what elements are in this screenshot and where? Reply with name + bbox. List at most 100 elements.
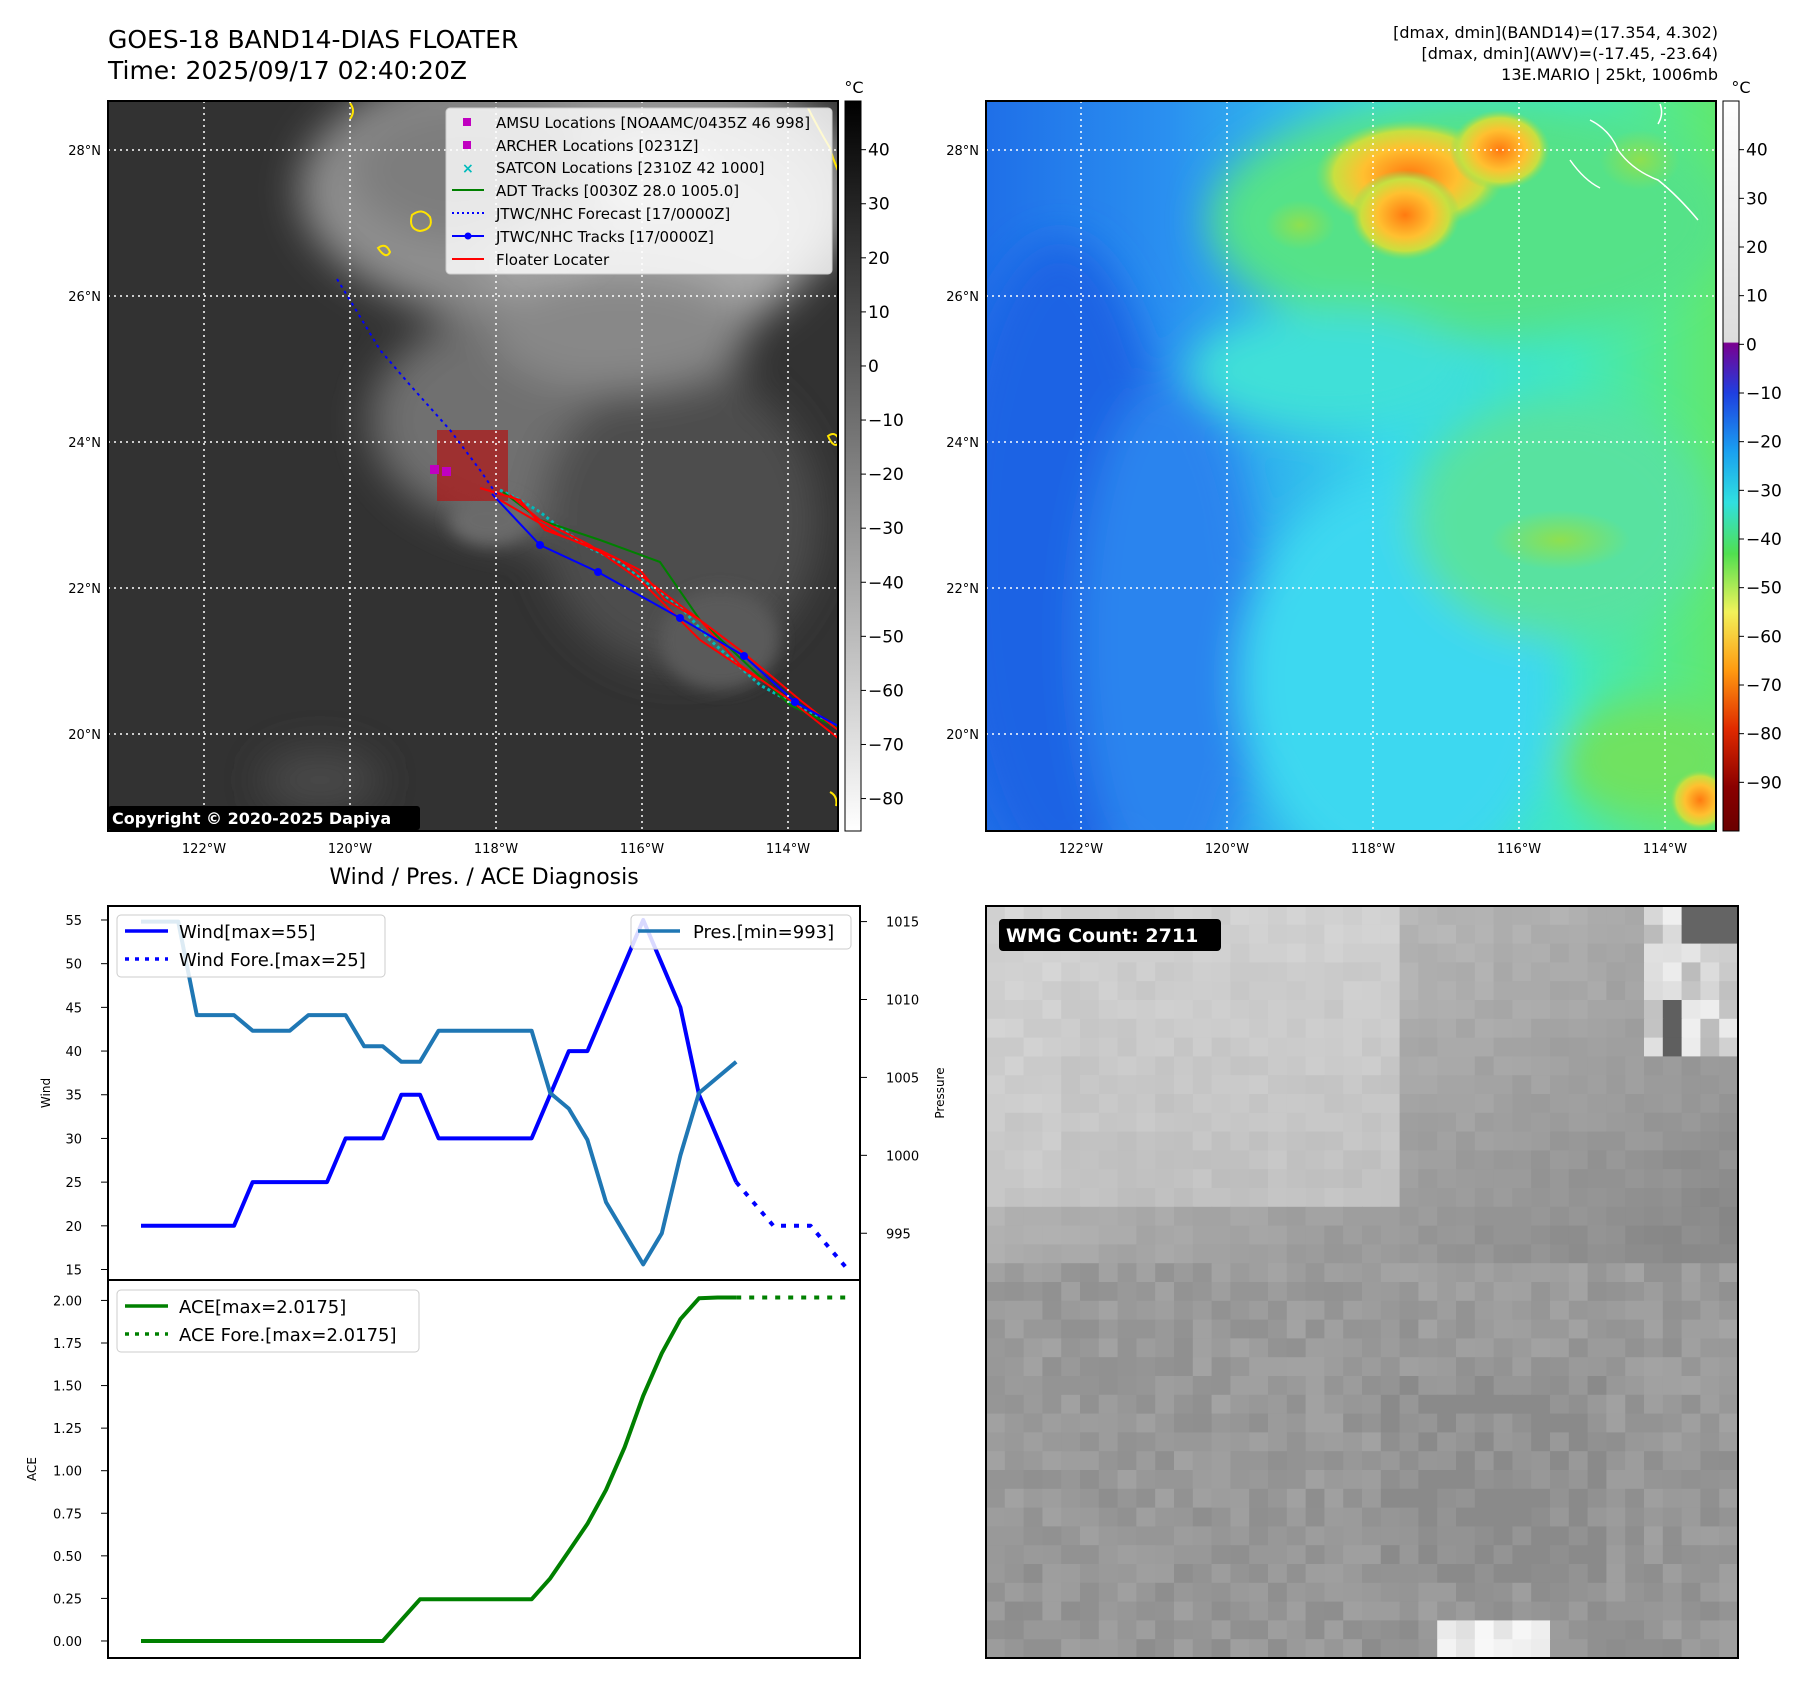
wind-ytick-label: 55 <box>65 914 82 929</box>
gray-colorbar-label: −70 <box>868 735 904 755</box>
lon-tick: 118°W <box>474 842 518 857</box>
lon-tick-right: 114°W <box>1643 842 1687 857</box>
gray-colorbar-label: −30 <box>868 519 904 539</box>
lat-tick-right: 22°N <box>946 582 979 597</box>
ace-ytick-label: 1.50 <box>53 1380 82 1395</box>
ace-ytick-label: 1.75 <box>53 1337 82 1352</box>
info-box: [dmax, dmin](BAND14)=(17.354, 4.302) [dm… <box>1393 22 1718 85</box>
info-awv: [dmax, dmin](AWV)=(-17.45, -23.64) <box>1421 44 1718 63</box>
color-colorbar-label: −60 <box>1746 627 1782 647</box>
track-point <box>740 652 748 660</box>
lat-tick: 24°N <box>68 436 101 451</box>
jtwc-forecast-track <box>336 278 498 496</box>
map-legend: AMSU Locations [NOAAMC/0435Z 46 998] ARC… <box>445 107 833 275</box>
awv-map-panel: 28°N 26°N 24°N 22°N 20°N 122°W 120°W 118… <box>946 78 1782 857</box>
lat-tick: 26°N <box>68 290 101 305</box>
satcon-trail <box>499 488 838 730</box>
legend-satcon-label: SATCON Locations [2310Z 42 1000] <box>496 159 764 177</box>
color-colorbar-label: 0 <box>1746 335 1757 355</box>
ace-ytick-label: 0.25 <box>53 1592 82 1607</box>
gray-colorbar-label: 40 <box>868 141 890 161</box>
color-colorbar-label: 10 <box>1746 287 1768 307</box>
diagnosis-panel: Wind / Pres. / ACE Diagnosis 15 20 25 30 35 4… <box>25 865 947 1659</box>
ace-ytick-label: 0.50 <box>53 1550 82 1565</box>
pressure-ytick-label: 1005 <box>886 1071 919 1086</box>
wind-ytick-label: 40 <box>65 1045 82 1060</box>
color-colorbar-label: −10 <box>1746 384 1782 404</box>
color-colorbar-label: 20 <box>1746 238 1768 258</box>
ace-ytick-label: 0.00 <box>53 1635 82 1650</box>
ace-axis-label: ACE <box>25 1457 39 1481</box>
gray-colorbar: °C 40 30 20 10 0 −10 −20 −30 −40 −50 −60 −70 −80 <box>844 78 904 832</box>
ace-ytick-label: 2.00 <box>53 1294 82 1309</box>
legend-archer-swatch <box>463 141 471 149</box>
legend-satcon-swatch: × <box>462 161 474 177</box>
lat-tick: 28°N <box>68 144 101 159</box>
product-title: GOES-18 BAND14-DIAS FLOATER <box>108 25 519 54</box>
color-colorbar-label: −80 <box>1746 725 1782 745</box>
ace-ytick-label: 0.75 <box>53 1507 82 1522</box>
track-point <box>536 541 544 549</box>
info-storm: 13E.MARIO | 25kt, 1006mb <box>1501 65 1718 84</box>
lon-tick-right: 116°W <box>1497 842 1541 857</box>
pressure-legend: Pres.[min=993] <box>630 914 852 950</box>
color-colorbar: °C 40 30 20 10 0 −10 −20 −30 −40 −50 −60 −70 −80 −90 <box>1722 78 1782 832</box>
gray-colorbar-label: −80 <box>868 790 904 810</box>
color-colorbar-label: −40 <box>1746 530 1782 550</box>
wmg-count-bg <box>999 919 1221 951</box>
wind-ytick-label: 20 <box>65 1220 82 1235</box>
lon-tick: 116°W <box>620 842 664 857</box>
time-label: Time: 2025/09/17 02:40:20Z <box>108 56 467 85</box>
ace-ytick-label: 1.25 <box>53 1422 82 1437</box>
lat-tick-right: 24°N <box>946 436 979 451</box>
series-wind-fore-line <box>734 1180 850 1271</box>
legend-amsu-label: AMSU Locations [NOAAMC/0435Z 46 998] <box>496 114 810 132</box>
color-colorbar-unit: °C <box>1731 78 1750 97</box>
legend-floater-label: Floater Locater <box>496 251 610 269</box>
legend-track-label: JTWC/NHC Tracks [17/0000Z] <box>495 228 714 246</box>
lon-tick: 114°W <box>766 842 810 857</box>
gray-colorbar-label: −40 <box>868 573 904 593</box>
wind-legend: Wind[max=55] Wind Fore.[max=25] <box>116 914 386 978</box>
pressure-ytick-label: 995 <box>886 1227 911 1242</box>
lon-tick: 120°W <box>328 842 372 857</box>
pressure-ytick-label: 1010 <box>886 994 919 1009</box>
wind-ytick-label: 15 <box>65 1264 82 1279</box>
wmg-imagery <box>986 906 1739 1659</box>
info-band14: [dmax, dmin](BAND14)=(17.354, 4.302) <box>1393 23 1718 42</box>
floater-box <box>437 430 508 501</box>
color-colorbar-label: −30 <box>1746 481 1782 501</box>
wmg-count-label: WMG Count: 2711 <box>1006 925 1198 947</box>
legend-amsu-swatch <box>463 118 471 126</box>
pressure-ytick-label: 1015 <box>886 916 919 931</box>
copyright-bg <box>108 806 420 830</box>
ace-chart: 0.00 0.25 0.50 0.75 1.00 1.25 1.50 1.75 2.00 <box>53 1294 848 1650</box>
ace-ytick-label: 1.00 <box>53 1465 82 1480</box>
color-colorbar-label: 30 <box>1746 189 1768 209</box>
color-colorbar-label: −20 <box>1746 433 1782 453</box>
lon-tick: 122°W <box>182 842 226 857</box>
gray-colorbar-unit: °C <box>844 78 863 97</box>
legend-pressure-label: Pres.[min=993] <box>693 922 834 943</box>
wmg-panel: WMG Count: 2711 <box>985 905 1739 1659</box>
legend-archer-label: ARCHER Locations [0231Z] <box>496 137 699 155</box>
copyright-label: Copyright © 2020-2025 Dapiya <box>112 809 391 828</box>
series-pres-line <box>141 919 738 1267</box>
gray-colorbar-label: −20 <box>868 465 904 485</box>
ace-legend: ACE[max=2.0175] ACE Fore.[max=2.0175] <box>116 1289 420 1353</box>
gray-colorbar-label: 0 <box>868 357 879 377</box>
gray-colorbar-label: −50 <box>868 627 904 647</box>
track-point <box>594 568 602 576</box>
legend-adt-label: ADT Tracks [0030Z 28.0 1005.0] <box>496 182 739 200</box>
wind-ytick-label: 50 <box>65 958 82 973</box>
track-point <box>791 698 799 706</box>
legend-ace-label: ACE[max=2.0175] <box>179 1297 346 1318</box>
floater-locater <box>479 487 838 739</box>
lon-tick-right: 118°W <box>1351 842 1395 857</box>
legend-wind-fore-label: Wind Fore.[max=25] <box>179 950 366 971</box>
color-colorbar-label: −70 <box>1746 676 1782 696</box>
legend-ace-fore-label: ACE Fore.[max=2.0175] <box>179 1325 397 1346</box>
color-colorbar-label: 40 <box>1746 141 1768 161</box>
archer-marker <box>442 467 451 476</box>
